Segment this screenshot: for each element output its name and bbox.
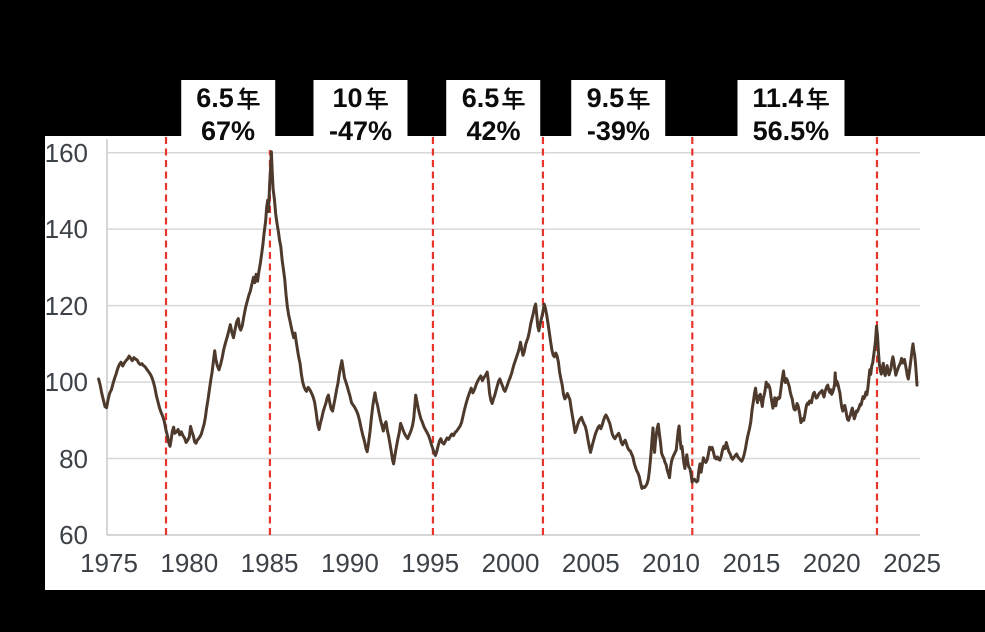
- y-tick-label-140: 140: [44, 214, 88, 245]
- dollar-index-line-series: [97, 150, 919, 490]
- cycle-change-label: 56.5%: [752, 116, 830, 146]
- year-kanji-glyph: [365, 87, 389, 111]
- cycle-duration-number: 6.5: [461, 83, 500, 113]
- y-tick-label-160: 160: [44, 137, 88, 168]
- cycle-duration-number: 9.5: [586, 83, 625, 113]
- x-tick-label-1985: 1985: [240, 548, 299, 578]
- x-tick-label-1990: 1990: [320, 548, 379, 578]
- x-tick-label-1980: 1980: [160, 548, 219, 578]
- cycle-callout-3: 6.5 42%: [446, 80, 541, 150]
- cycle-change-label: -47%: [328, 116, 392, 146]
- cycle-callout-2: 10 -47%: [313, 80, 407, 150]
- cycle-change-label: 67%: [200, 116, 256, 146]
- year-kanji-glyph: [502, 87, 525, 111]
- cycle-duration-label: 9.5: [587, 82, 651, 115]
- y-tick-label-80: 80: [59, 443, 88, 474]
- x-tick-label-2025: 2025: [883, 548, 941, 578]
- y-tick-label-120: 120: [44, 290, 88, 321]
- cycle-duration-label: 6.5: [462, 82, 526, 115]
- cycle-duration-number: 11.4: [752, 83, 804, 113]
- x-tick-label-2000: 2000: [481, 548, 540, 578]
- year-kanji-glyph: [627, 87, 650, 111]
- cycle-callout-5: 11.4 56.5%: [737, 80, 845, 150]
- x-tick-label-2005: 2005: [561, 548, 620, 578]
- cycle-change-label: -39%: [586, 116, 650, 146]
- cycle-change-label: 42%: [466, 116, 521, 146]
- x-tick-label-2010: 2010: [642, 548, 701, 578]
- y-tick-label-60: 60: [59, 520, 88, 550]
- x-tick-label-1995: 1995: [401, 548, 460, 578]
- x-tick-label-2020: 2020: [802, 548, 861, 578]
- cycle-duration-number: 10: [332, 83, 363, 113]
- x-tick-label-2015: 2015: [722, 548, 781, 578]
- year-kanji-glyph: [806, 87, 830, 111]
- cycle-duration-number: 6.5: [196, 83, 234, 113]
- y-tick-label-100: 100: [44, 367, 88, 398]
- year-kanji-glyph: [236, 87, 260, 111]
- cycle-duration-label: 10: [332, 82, 389, 115]
- cycle-duration-label: 11.4: [752, 82, 830, 115]
- x-tick-label-1975: 1975: [80, 548, 138, 578]
- cycle-duration-label: 6.5: [196, 82, 260, 115]
- cycle-callout-1: 6.5 67%: [181, 80, 275, 150]
- cycle-callout-4: 9.5 -39%: [571, 80, 666, 150]
